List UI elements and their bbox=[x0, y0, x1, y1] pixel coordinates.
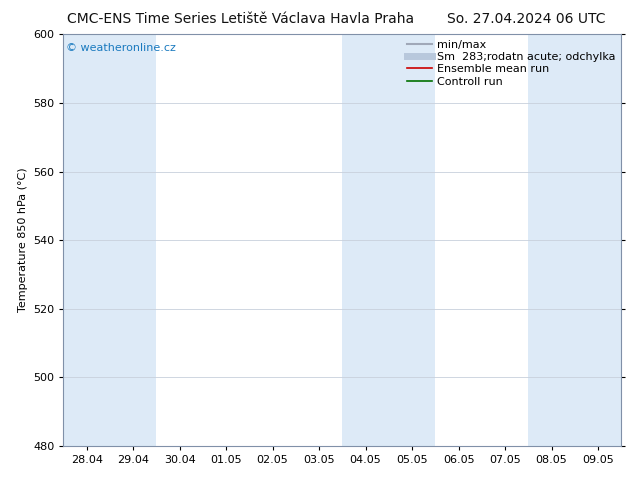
Bar bbox=[342, 34, 389, 446]
Bar bbox=[575, 34, 621, 446]
Text: So. 27.04.2024 06 UTC: So. 27.04.2024 06 UTC bbox=[447, 12, 605, 26]
Legend: min/max, Sm  283;rodatn acute; odchylka, Ensemble mean run, Controll run: min/max, Sm 283;rodatn acute; odchylka, … bbox=[407, 40, 616, 87]
Text: CMC-ENS Time Series Letiště Václava Havla Praha: CMC-ENS Time Series Letiště Václava Havl… bbox=[67, 12, 415, 26]
Bar bbox=[389, 34, 436, 446]
Bar bbox=[528, 34, 575, 446]
Bar bbox=[63, 34, 110, 446]
Bar bbox=[110, 34, 157, 446]
Text: © weatheronline.cz: © weatheronline.cz bbox=[66, 43, 176, 52]
Y-axis label: Temperature 850 hPa (°C): Temperature 850 hPa (°C) bbox=[18, 168, 27, 313]
